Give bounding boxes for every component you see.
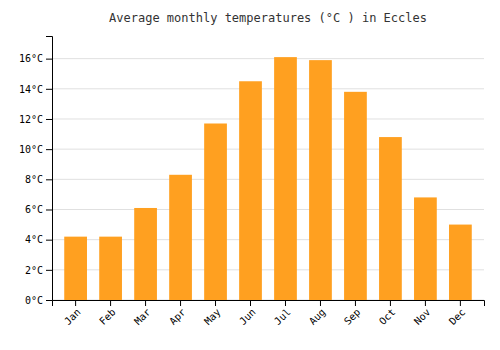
y-tick-label: 16°C — [19, 53, 43, 64]
bar — [134, 208, 157, 300]
bar — [64, 237, 87, 300]
grid-line — [52, 179, 484, 180]
x-axis: Jan Feb Mar Apr May Jun Jul Aug Sep Oct Nov Dec — [53, 300, 485, 327]
y-tick: 0°C — [25, 295, 52, 306]
y-tick-label: 14°C — [19, 84, 43, 95]
x-tick-label: Aug — [307, 306, 328, 327]
x-tick: Dec — [447, 300, 468, 327]
x-tick: Sep — [342, 300, 363, 327]
y-tick: 2°C — [25, 265, 52, 276]
bar — [344, 92, 367, 300]
bar — [414, 197, 437, 300]
x-tick-label: Jan — [62, 306, 83, 327]
x-tick-label: Dec — [447, 306, 468, 327]
y-tick: 16°C — [19, 53, 52, 64]
x-tick: Aug — [307, 300, 328, 327]
bar — [99, 237, 122, 300]
bar — [204, 123, 227, 300]
x-tick-mark — [460, 300, 461, 306]
x-tick: Mar — [132, 300, 153, 327]
x-tick: Jun — [237, 300, 258, 327]
y-tick-mark — [46, 270, 52, 271]
y-tick-label: 12°C — [19, 114, 43, 125]
x-tick-label: May — [202, 306, 223, 327]
x-tick-label: Jun — [237, 306, 258, 327]
plot: 0°C 2°C 4°C 6°C 8°C 10°C 12°C 14°C 16°C Jan Feb Mar… — [19, 37, 485, 327]
x-tick-mark — [355, 300, 356, 306]
bar — [379, 137, 402, 300]
bar — [239, 81, 262, 300]
y-tick-label: 10°C — [19, 144, 43, 155]
grid — [52, 59, 484, 300]
y-tick-label: 0°C — [25, 295, 43, 306]
grid-line — [52, 118, 484, 119]
y-tick-mark — [46, 89, 52, 90]
x-tick-mark — [320, 300, 321, 306]
grid-line — [52, 88, 484, 89]
x-tick-mark — [75, 300, 76, 306]
x-tick-mark — [145, 300, 146, 306]
x-tick-mark — [285, 300, 286, 306]
x-tick-label: Nov — [412, 306, 433, 327]
y-tick: 6°C — [25, 204, 52, 215]
y-tick: 12°C — [19, 114, 52, 125]
grid-line — [52, 149, 484, 150]
bars — [64, 57, 472, 300]
chart: 0°C 2°C 4°C 6°C 8°C 10°C 12°C 14°C 16°C Jan Feb Mar… — [0, 0, 500, 350]
y-tick-mark — [46, 149, 52, 150]
bar — [449, 225, 472, 300]
y-tick-label: 6°C — [25, 204, 43, 215]
grid-line — [52, 58, 484, 59]
x-tick: Oct — [377, 300, 398, 327]
x-tick: Apr — [167, 300, 188, 327]
y-tick-mark — [46, 119, 52, 120]
y-tick-mark — [46, 209, 52, 210]
y-axis-line — [46, 37, 53, 301]
y-tick-label: 8°C — [25, 174, 43, 185]
y-tick: 8°C — [25, 174, 52, 185]
x-tick-mark — [250, 300, 251, 306]
y-tick: 14°C — [19, 84, 52, 95]
title: Average monthly temperatures (°C ) in Ec… — [109, 11, 427, 25]
x-tick-label: Apr — [167, 306, 188, 327]
x-tick: May — [202, 300, 223, 327]
x-axis-line — [53, 301, 485, 307]
x-tick-label: Sep — [342, 306, 363, 327]
y-tick-mark — [46, 240, 52, 241]
x-tick-label: Oct — [377, 306, 398, 327]
y-tick-label: 2°C — [25, 265, 43, 276]
chart-container: 0°C 2°C 4°C 6°C 8°C 10°C 12°C 14°C 16°C Jan Feb Mar… — [0, 0, 500, 350]
x-tick: Nov — [412, 300, 433, 327]
y-tick: 10°C — [19, 144, 52, 155]
bar — [169, 175, 192, 300]
x-tick-mark — [425, 300, 426, 306]
bar — [274, 57, 297, 300]
x-tick-mark — [390, 300, 391, 306]
x-tick-label: Feb — [97, 306, 118, 327]
x-tick: Jul — [272, 300, 293, 327]
x-tick-label: Jul — [272, 306, 293, 327]
x-tick: Feb — [97, 300, 118, 327]
y-tick-mark — [46, 179, 52, 180]
x-tick-mark — [180, 300, 181, 306]
y-tick-mark — [46, 300, 52, 301]
x-tick-mark — [110, 300, 111, 306]
x-tick-label: Mar — [132, 306, 153, 327]
y-axis: 0°C 2°C 4°C 6°C 8°C 10°C 12°C 14°C 16°C — [19, 37, 53, 306]
x-tick-mark — [215, 300, 216, 306]
x-tick: Jan — [62, 300, 83, 327]
y-tick: 4°C — [25, 234, 52, 245]
y-tick-label: 4°C — [25, 234, 43, 245]
bar — [309, 60, 332, 300]
y-tick-mark — [46, 59, 52, 60]
